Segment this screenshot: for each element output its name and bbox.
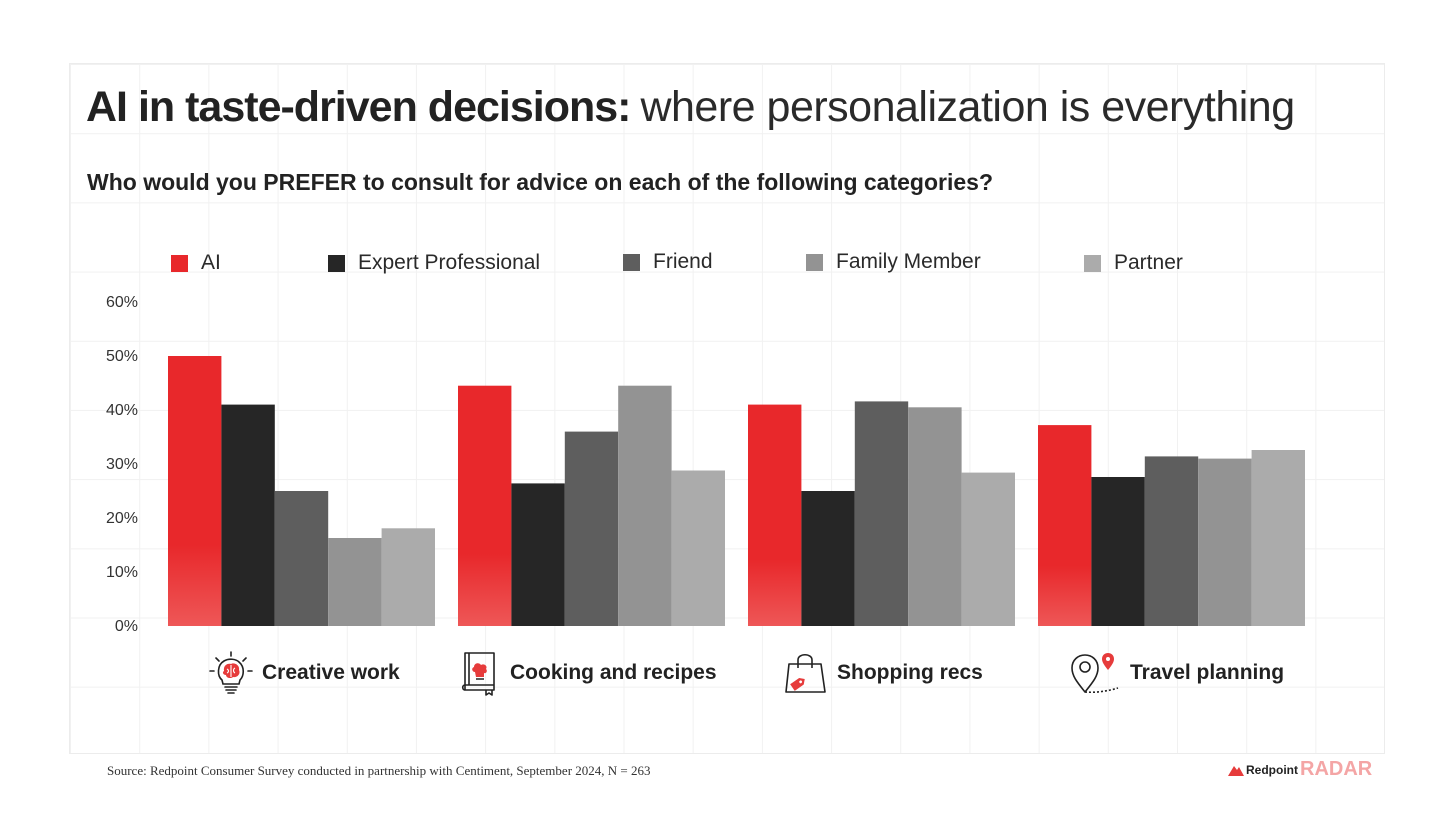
bar-partner-creative-work xyxy=(381,528,435,626)
category-text-travel-planning: Travel planning xyxy=(1130,661,1285,684)
y-tick-label: 20% xyxy=(106,510,138,527)
category-label-travel-planning: Travel planning xyxy=(1068,650,1284,696)
category-text-creative-work: Creative work xyxy=(262,661,400,684)
source-note: Source: Redpoint Consumer Survey conduct… xyxy=(107,763,651,778)
chart-subtitle: Who would you PREFER to consult for advi… xyxy=(87,169,993,195)
title-light: where personalization is everything xyxy=(640,83,1295,131)
shopping-bag-icon xyxy=(785,653,826,693)
y-tick-label: 30% xyxy=(106,456,138,473)
brain-lightbulb-icon xyxy=(209,651,253,694)
bar-ai-travel-planning xyxy=(1038,425,1092,626)
y-tick-label: 0% xyxy=(115,618,138,635)
bar-family-member-creative-work xyxy=(328,538,382,626)
legend-item-friend: Friend xyxy=(623,250,713,274)
legend-item-expert-professional: Expert Professional xyxy=(328,251,540,275)
redpoint-mountain-icon xyxy=(1228,765,1244,776)
page-title: AI in taste-driven decisions: where perso… xyxy=(86,80,1295,134)
brand-name: Redpoint xyxy=(1246,762,1298,777)
bar-family-member-cooking-and-recipes xyxy=(618,385,672,626)
legend-label-ai: AI xyxy=(201,251,221,274)
bar-family-member-travel-planning xyxy=(1198,458,1252,626)
y-axis: 0% 10% 20% 30% 40% 50% 60% xyxy=(106,294,138,635)
legend-label-friend: Friend xyxy=(653,250,713,273)
legend-swatch-partner xyxy=(1084,254,1101,272)
map-pin-route-icon xyxy=(1071,653,1119,694)
legend-item-family-member: Family Member xyxy=(806,250,981,274)
bar-partner-travel-planning xyxy=(1251,450,1305,626)
legend-item-partner: Partner xyxy=(1084,251,1183,275)
bar-ai-shopping-recs xyxy=(748,404,802,626)
bar-expert-professional-creative-work xyxy=(221,404,275,626)
bar-partner-shopping-recs xyxy=(961,472,1015,626)
bar-friend-creative-work xyxy=(274,491,329,626)
title-bold: AI in taste-driven decisions: xyxy=(86,83,631,131)
category-label-cooking-and-recipes: Cooking and recipes xyxy=(456,650,717,696)
y-tick-label: 60% xyxy=(106,294,138,311)
bar-expert-professional-cooking-and-recipes xyxy=(511,483,565,626)
y-tick-label: 40% xyxy=(106,402,138,419)
bar-friend-travel-planning xyxy=(1144,456,1199,626)
legend-item-ai: AI xyxy=(171,251,221,275)
legend-swatch-family-member xyxy=(806,253,823,271)
category-text-cooking-and-recipes: Cooking and recipes xyxy=(510,661,717,684)
legend-label-expert-professional: Expert Professional xyxy=(358,251,541,274)
bar-partner-cooking-and-recipes xyxy=(671,470,725,626)
legend-label-partner: Partner xyxy=(1114,251,1183,274)
legend-swatch-friend xyxy=(623,253,640,271)
bar-expert-professional-shopping-recs xyxy=(801,491,855,626)
chart-card xyxy=(69,63,1385,754)
legend-swatch-expert-professional xyxy=(328,254,345,272)
cookbook-icon xyxy=(461,652,495,696)
legend-label-family-member: Family Member xyxy=(836,250,981,273)
bar-friend-shopping-recs xyxy=(854,401,909,626)
legend-swatch-ai xyxy=(171,254,188,272)
bar-expert-professional-travel-planning xyxy=(1091,477,1145,626)
category-label-shopping-recs: Shopping recs xyxy=(783,650,983,696)
brand-product: RADAR xyxy=(1300,758,1373,780)
bar-ai-cooking-and-recipes xyxy=(458,385,512,626)
chart-bars xyxy=(168,356,1305,626)
bar-friend-cooking-and-recipes xyxy=(564,431,619,626)
category-label-creative-work: Creative work xyxy=(208,650,400,696)
y-tick-label: 50% xyxy=(106,348,138,365)
y-tick-label: 10% xyxy=(106,564,138,581)
bar-ai-creative-work xyxy=(168,356,222,626)
brand-logo: Redpoint RADAR xyxy=(1228,758,1372,781)
bar-family-member-shopping-recs xyxy=(908,407,962,626)
category-text-shopping-recs: Shopping recs xyxy=(837,661,983,684)
